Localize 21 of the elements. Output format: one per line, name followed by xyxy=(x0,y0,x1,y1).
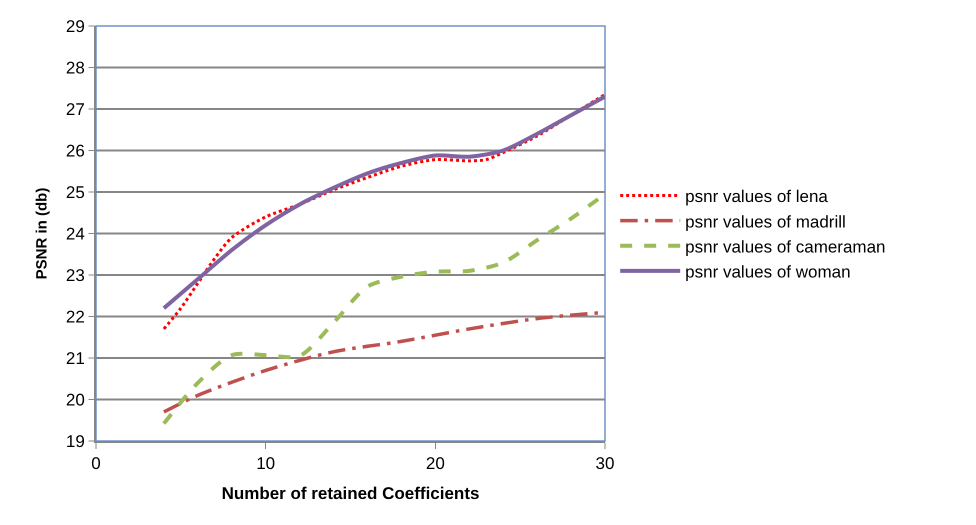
y-tick-label: 29 xyxy=(66,16,85,36)
y-tick-label: 26 xyxy=(66,141,85,160)
y-axis-title: PSNR in (db) xyxy=(34,188,51,280)
y-tick-label: 20 xyxy=(66,390,85,410)
y-tick-label: 25 xyxy=(66,182,85,202)
y-tick-label: 24 xyxy=(66,224,85,244)
y-tick-label: 23 xyxy=(66,266,85,285)
legend-label: psnr values of madrill xyxy=(685,212,846,232)
legend-label: psnr values of cameraman xyxy=(685,237,886,256)
legend-label: psnr values of woman xyxy=(685,262,851,282)
y-tick-label: 22 xyxy=(66,307,85,326)
x-tick-label: 10 xyxy=(256,454,276,474)
y-tick-label: 21 xyxy=(66,348,85,368)
y-tick-label: 27 xyxy=(66,100,85,119)
x-tick-label: 30 xyxy=(596,454,614,474)
x-tick-label: 20 xyxy=(426,454,445,474)
legend-label: psnr values of lena xyxy=(685,187,828,206)
x-tick-label: 0 xyxy=(91,454,101,474)
y-tick-label: 28 xyxy=(66,58,85,78)
y-tick-label: 19 xyxy=(66,432,85,451)
x-axis-title: Number of retained Coefficients xyxy=(222,484,480,504)
